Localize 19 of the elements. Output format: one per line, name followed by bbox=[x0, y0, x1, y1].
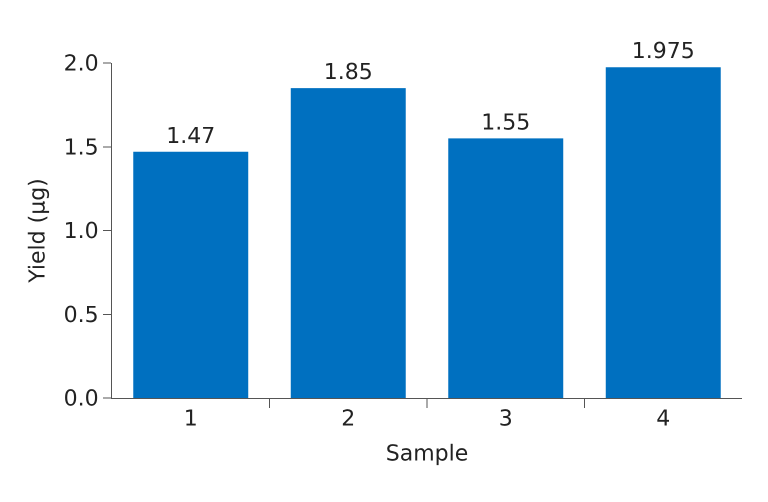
bar bbox=[448, 138, 564, 398]
y-axis-title: Yield (µg) bbox=[25, 178, 50, 284]
x-tick-label: 3 bbox=[498, 406, 513, 432]
bar bbox=[133, 152, 248, 398]
bar bbox=[606, 67, 721, 398]
x-tick-label: 1 bbox=[184, 406, 198, 432]
y-tick-label: 1.0 bbox=[64, 219, 99, 244]
y-tick-label: 0.5 bbox=[64, 302, 99, 328]
data-label: 1.975 bbox=[632, 39, 695, 64]
bar bbox=[290, 88, 406, 398]
x-tick-label: 4 bbox=[656, 406, 670, 432]
y-tick-label: 1.5 bbox=[64, 135, 99, 160]
data-label: 1.85 bbox=[324, 60, 373, 86]
y-tick-label: 2.0 bbox=[64, 52, 99, 77]
data-label: 1.55 bbox=[481, 110, 530, 136]
x-axis-title: Sample bbox=[386, 441, 468, 466]
data-label: 1.47 bbox=[166, 124, 216, 149]
x-tick-label: 2 bbox=[341, 406, 356, 432]
y-tick-label: 0.0 bbox=[64, 386, 99, 412]
